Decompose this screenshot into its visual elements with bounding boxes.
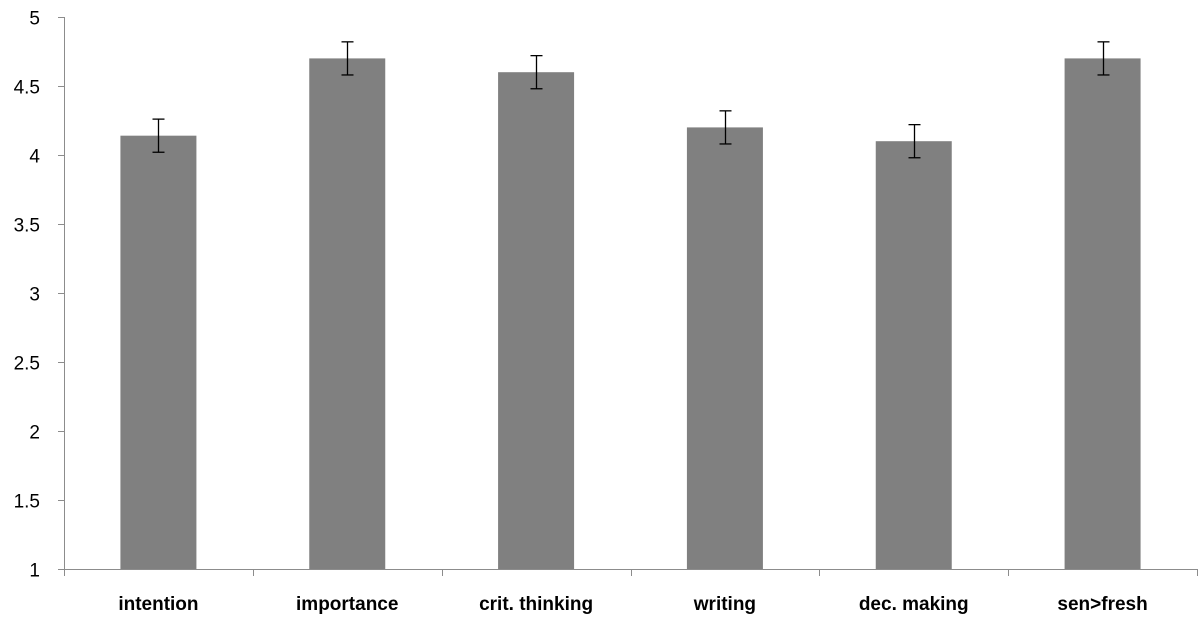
bars	[120, 58, 1141, 570]
error-bar	[908, 123, 921, 159]
x-tick-label: sen>fresh	[1057, 594, 1147, 615]
y-tick-label: 1	[29, 561, 40, 582]
bar	[686, 127, 763, 570]
error-bar	[530, 54, 543, 90]
bar	[1064, 58, 1141, 570]
error-bars	[152, 41, 1110, 159]
x-axis	[64, 569, 1198, 576]
y-tick-labels: 1 1.5 2 2.5 3 3.5 4 4.5 5	[14, 9, 41, 582]
y-tick-label: 3.5	[14, 216, 40, 237]
y-tick-label: 2	[29, 423, 40, 444]
error-bar	[341, 41, 354, 76]
error-bar	[1097, 41, 1110, 76]
error-bar	[719, 110, 732, 145]
bar	[498, 72, 575, 569]
y-tick-label: 2.5	[14, 354, 40, 375]
x-tick-label: importance	[296, 594, 398, 615]
y-tick-label: 4	[29, 147, 40, 168]
bar	[309, 58, 386, 570]
y-tick-label: 5	[29, 9, 40, 30]
x-tick-label: intention	[118, 594, 198, 615]
x-tick-label: dec. making	[859, 594, 969, 615]
bar	[120, 135, 197, 569]
y-tick-label: 1.5	[14, 492, 40, 513]
error-bar	[152, 118, 165, 153]
bar	[875, 141, 952, 569]
y-tick-label: 4.5	[14, 78, 40, 99]
x-tick-label: writing	[693, 594, 756, 615]
x-tick-label: crit. thinking	[479, 594, 593, 615]
y-tick-label: 3	[29, 285, 40, 306]
y-axis	[58, 17, 65, 570]
x-tick-labels: intention importance crit. thinking writing…	[118, 594, 1147, 615]
